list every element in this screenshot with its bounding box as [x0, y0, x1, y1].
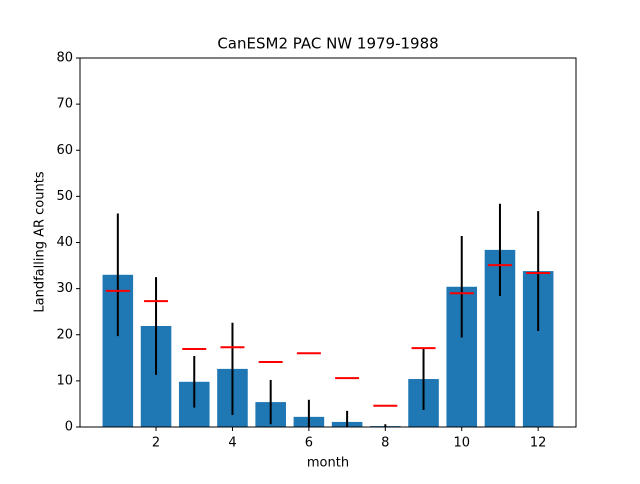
x-tick-label: 2 [152, 436, 160, 451]
y-tick-label: 50 [56, 189, 73, 204]
x-axis-label: month [307, 456, 349, 471]
x-tick-label: 6 [305, 436, 313, 451]
x-tick-label: 8 [381, 436, 389, 451]
y-axis-label: Landfalling AR counts [33, 171, 48, 312]
chart-title: CanESM2 PAC NW 1979-1988 [217, 35, 438, 53]
y-tick-label: 60 [56, 143, 73, 158]
x-tick-label: 4 [228, 436, 236, 451]
y-tick-label: 10 [56, 373, 73, 388]
y-tick-label: 40 [56, 235, 73, 250]
y-tick-label: 30 [56, 281, 73, 296]
y-tick-label: 70 [56, 97, 73, 112]
x-tick-label: 10 [453, 436, 470, 451]
y-tick-label: 80 [56, 51, 73, 66]
y-tick-label: 20 [56, 327, 73, 342]
y-tick-label: 0 [65, 420, 73, 435]
x-tick-label: 12 [530, 436, 547, 451]
